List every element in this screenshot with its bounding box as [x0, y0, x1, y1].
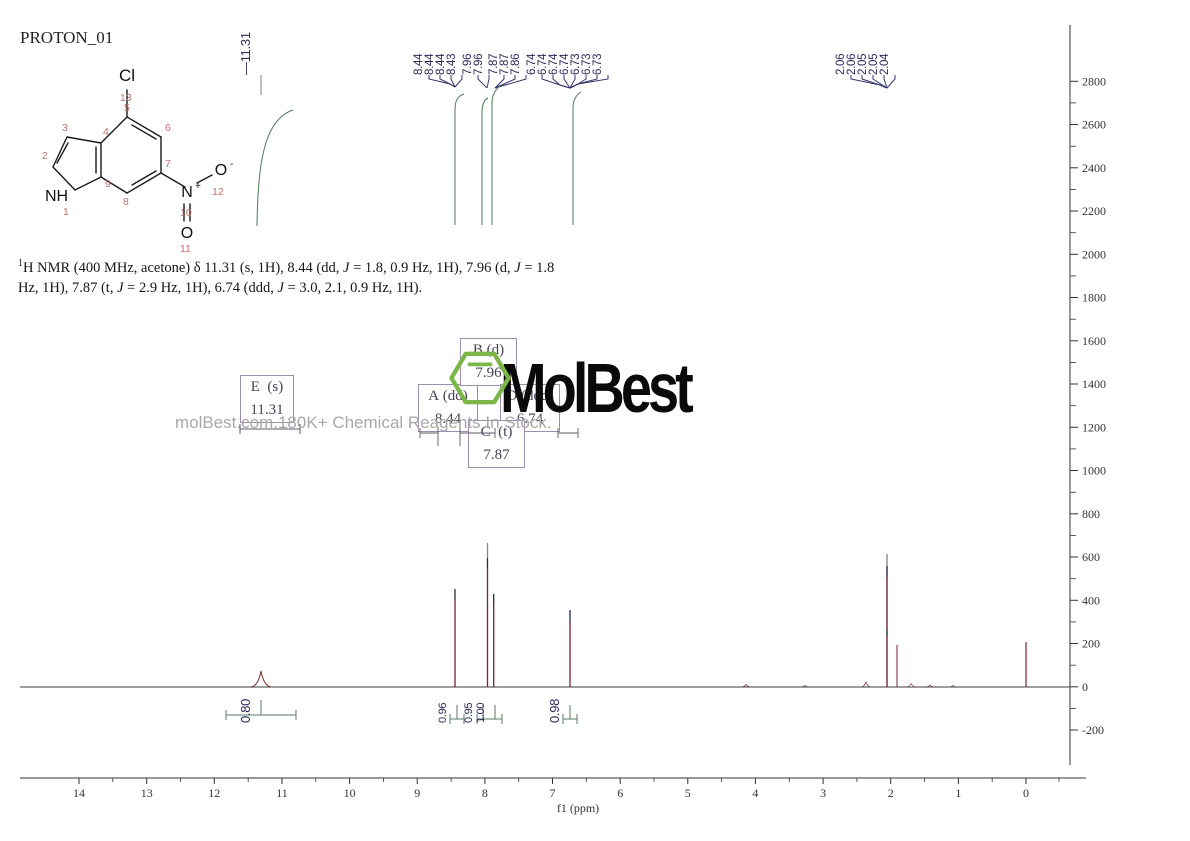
svg-text:3: 3 [820, 786, 826, 800]
svg-text:2200: 2200 [1082, 204, 1106, 218]
svg-text:1200: 1200 [1082, 420, 1106, 434]
svg-text:2800: 2800 [1082, 74, 1106, 88]
svg-text:4: 4 [752, 786, 758, 800]
svg-text:-200: -200 [1082, 723, 1104, 737]
svg-text:f1 (ppm): f1 (ppm) [557, 801, 599, 815]
svg-text:13: 13 [141, 786, 153, 800]
svg-text:400: 400 [1082, 593, 1100, 607]
svg-text:6: 6 [617, 786, 623, 800]
svg-text:2000: 2000 [1082, 247, 1106, 261]
svg-text:800: 800 [1082, 507, 1100, 521]
svg-text:2600: 2600 [1082, 118, 1106, 132]
svg-text:1800: 1800 [1082, 291, 1106, 305]
svg-text:1600: 1600 [1082, 334, 1106, 348]
svg-text:1: 1 [955, 786, 961, 800]
svg-text:0: 0 [1023, 786, 1029, 800]
svg-text:2: 2 [888, 786, 894, 800]
svg-text:600: 600 [1082, 550, 1100, 564]
svg-text:8: 8 [482, 786, 488, 800]
svg-text:10: 10 [344, 786, 356, 800]
svg-text:7: 7 [550, 786, 556, 800]
svg-text:0: 0 [1082, 680, 1088, 694]
svg-text:11: 11 [276, 786, 288, 800]
svg-text:14: 14 [73, 786, 85, 800]
svg-text:2400: 2400 [1082, 161, 1106, 175]
svg-text:1000: 1000 [1082, 464, 1106, 478]
svg-text:9: 9 [414, 786, 420, 800]
svg-text:12: 12 [208, 786, 220, 800]
svg-text:1400: 1400 [1082, 377, 1106, 391]
svg-text:200: 200 [1082, 637, 1100, 651]
svg-text:5: 5 [685, 786, 691, 800]
